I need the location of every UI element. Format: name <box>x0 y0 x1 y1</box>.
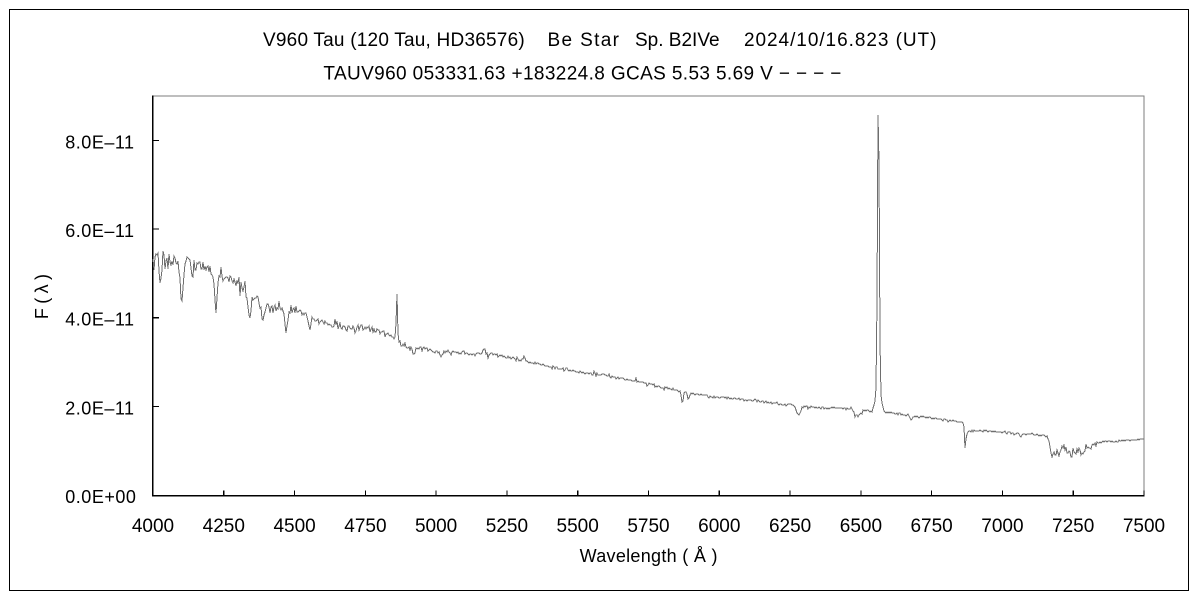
svg-text:2.0E–11: 2.0E–11 <box>65 399 134 419</box>
svg-text:6250: 6250 <box>769 516 811 537</box>
svg-text:TAUV960 053331.63 +183224.8 GC: TAUV960 053331.63 +183224.8 GCAS 5.53 5.… <box>323 64 841 85</box>
svg-text:6000: 6000 <box>698 516 740 537</box>
svg-text:2024/10/16.823 (UT): 2024/10/16.823 (UT) <box>744 30 937 51</box>
svg-text:V960 Tau (120 Tau, HD36576): V960 Tau (120 Tau, HD36576) <box>263 30 525 51</box>
svg-text:Wavelength ( Å ): Wavelength ( Å ) <box>580 546 718 566</box>
svg-text:7250: 7250 <box>1052 516 1094 537</box>
svg-text:7500: 7500 <box>1123 516 1165 537</box>
svg-text:5500: 5500 <box>557 516 599 537</box>
svg-text:7000: 7000 <box>981 516 1023 537</box>
svg-text:6.0E–11: 6.0E–11 <box>65 221 134 241</box>
svg-text:4250: 4250 <box>203 516 245 537</box>
svg-text:4000: 4000 <box>132 516 174 537</box>
svg-text:5250: 5250 <box>486 516 528 537</box>
svg-text:F ( λ ): F ( λ ) <box>32 274 52 319</box>
svg-text:8.0E–11: 8.0E–11 <box>65 132 134 152</box>
svg-text:4750: 4750 <box>344 516 386 537</box>
svg-text:5750: 5750 <box>627 516 669 537</box>
svg-text:6500: 6500 <box>840 516 882 537</box>
svg-text:4500: 4500 <box>273 516 315 537</box>
svg-text:5000: 5000 <box>415 516 457 537</box>
svg-text:0.0E+00: 0.0E+00 <box>65 487 136 507</box>
svg-text:6750: 6750 <box>910 516 952 537</box>
svg-text:4.0E–11: 4.0E–11 <box>65 310 134 330</box>
svg-text:Be Star: Be Star <box>548 30 621 51</box>
svg-text:Sp. B2IVe: Sp. B2IVe <box>635 30 720 51</box>
